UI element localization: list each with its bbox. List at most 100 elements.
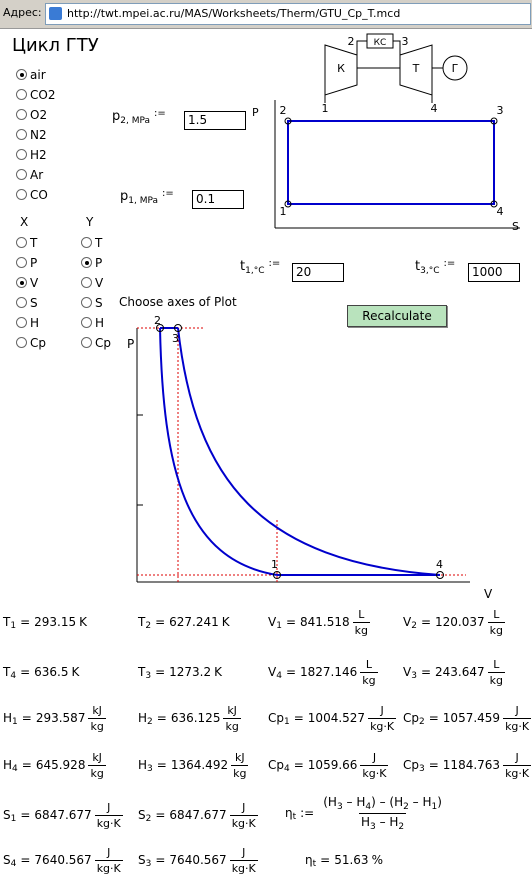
radio-button[interactable] (16, 317, 27, 328)
recalculate-button[interactable]: Recalculate (347, 305, 447, 327)
input-field[interactable]: 1000 (468, 263, 520, 282)
symbol: η (305, 853, 313, 867)
equals: = (20, 615, 31, 629)
unit: ,°C (425, 266, 440, 276)
subscript: 1 (10, 814, 17, 824)
radio-button[interactable] (81, 297, 92, 308)
radio-label: H (30, 316, 40, 330)
subscript: 2 (411, 621, 417, 631)
value: 120.037 (435, 615, 485, 629)
subscript: 4 (10, 859, 17, 869)
point-label: 2 (154, 314, 161, 327)
radio-option[interactable]: Cp (16, 336, 46, 350)
unit: K (214, 665, 223, 679)
equals: = (285, 615, 297, 629)
symbol: H (138, 711, 148, 725)
radio-label: H (95, 316, 105, 330)
equals: = (21, 711, 32, 725)
radio-button[interactable] (81, 257, 92, 268)
radio-option[interactable]: P (16, 256, 37, 270)
pipe (393, 40, 401, 55)
radio-label: N2 (30, 128, 47, 142)
radio-button[interactable] (16, 149, 27, 160)
radio-option[interactable]: T (16, 236, 37, 250)
isobar-line (160, 327, 440, 576)
radio-button[interactable] (81, 237, 92, 248)
value: 1059.66 (307, 758, 358, 772)
unit-denominator: kg (352, 621, 370, 637)
symbol: Cp (403, 711, 419, 725)
unit-numerator: J (107, 800, 111, 814)
radio-option[interactable]: H (81, 316, 104, 330)
value: 7640.567 (169, 853, 227, 867)
title: Цикл ГТУ (12, 35, 99, 56)
radio-option[interactable]: V (81, 276, 103, 290)
equals: = (155, 808, 166, 822)
radio-option[interactable]: air (16, 68, 46, 82)
radio-button[interactable] (16, 189, 27, 200)
equals: = (20, 808, 31, 822)
symbol: Cp (403, 758, 419, 772)
schematic-point: 4 (431, 102, 438, 115)
radio-button[interactable] (16, 237, 27, 248)
radio-button[interactable] (16, 297, 27, 308)
radio-option[interactable]: V (16, 276, 38, 290)
radio-button[interactable] (81, 317, 92, 328)
value: 51.63 (334, 853, 369, 867)
point-label: 2 (280, 104, 287, 117)
radio-option[interactable]: N2 (16, 128, 47, 142)
radio-option[interactable]: T (81, 236, 102, 250)
unit-denominator: kg·K (368, 717, 397, 733)
radio-button[interactable] (16, 277, 27, 288)
unit-numerator: J (242, 845, 246, 859)
radio-option[interactable]: Cp (81, 336, 111, 350)
term: (H (323, 794, 337, 809)
input-field[interactable]: 0.1 (192, 190, 244, 209)
radio-option[interactable]: O2 (16, 108, 47, 122)
input-field[interactable]: 1.5 (184, 111, 246, 130)
subscript: 1 (12, 717, 18, 727)
input-field[interactable]: 20 (292, 263, 344, 282)
unit-denominator: kg·K (229, 859, 258, 875)
unit-numerator: kJ (227, 703, 237, 717)
radio-label: V (30, 276, 39, 290)
radio-button[interactable] (16, 89, 27, 100)
radio-button[interactable] (16, 169, 27, 180)
radio-button[interactable] (16, 257, 27, 268)
unit-fraction: kJ kg (88, 751, 106, 780)
radio-button[interactable] (16, 337, 27, 348)
unit-numerator: L (493, 657, 500, 671)
address-field[interactable]: http://twt.mpei.ac.ru/MAS/Worksheets/The… (45, 3, 531, 25)
radio-option[interactable]: H (16, 316, 39, 330)
radio-button[interactable] (16, 69, 27, 80)
radio-option[interactable]: S (81, 296, 103, 310)
equals: = (156, 758, 167, 772)
radio-label: CO (30, 188, 48, 202)
state-point (174, 324, 182, 332)
value: 645.928 (35, 758, 86, 772)
radio-option[interactable]: S (16, 296, 38, 310)
radio-button[interactable] (16, 109, 27, 120)
radio-option[interactable]: H2 (16, 148, 47, 162)
equals: = (420, 665, 432, 679)
radio-option[interactable]: Ar (16, 168, 43, 182)
radio-button[interactable] (16, 129, 27, 140)
radio-option[interactable]: CO2 (16, 88, 55, 102)
unit: K (79, 615, 88, 629)
value: 636.125 (170, 711, 221, 725)
radio-option[interactable]: CO (16, 188, 48, 202)
radio-button[interactable] (81, 337, 92, 348)
radio-option[interactable]: P (81, 256, 102, 270)
radio-button[interactable] (81, 277, 92, 288)
column-header: Y (86, 215, 94, 229)
